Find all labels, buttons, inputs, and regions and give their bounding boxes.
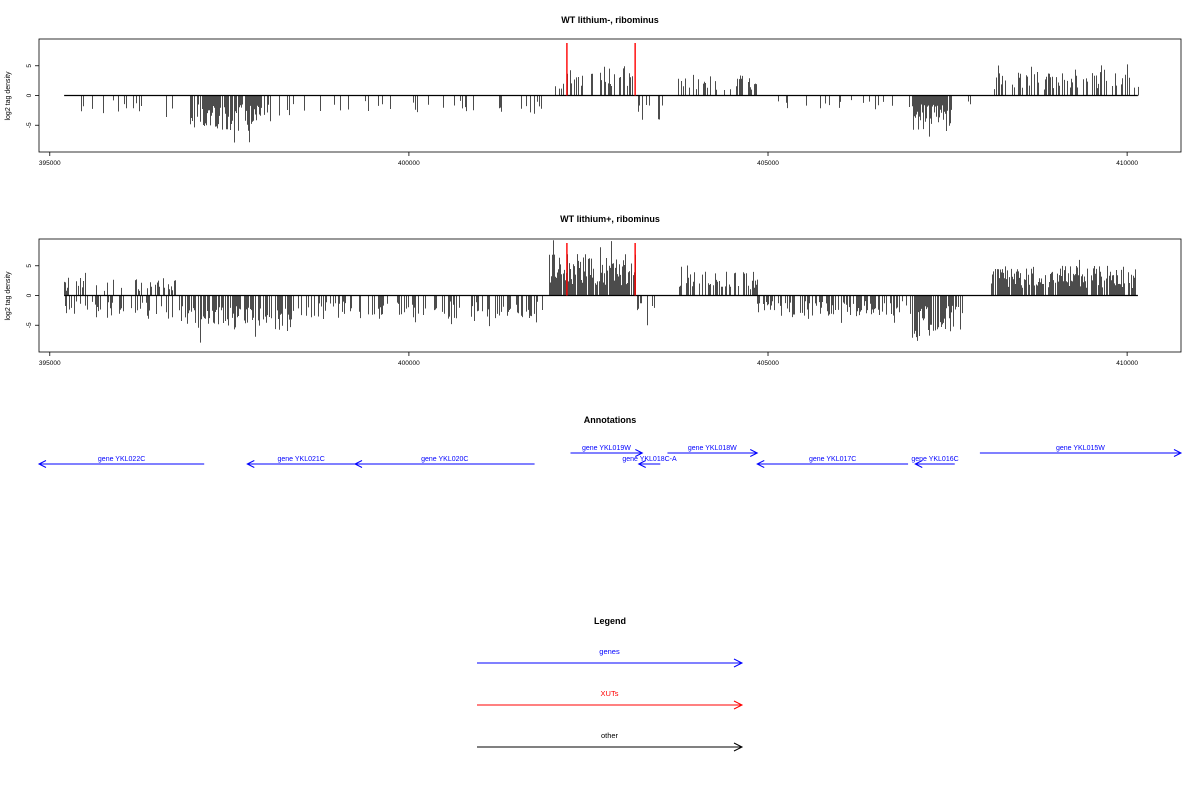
- legend-title: Legend: [594, 616, 626, 626]
- density-bars: [64, 240, 1138, 343]
- gene-arrow: gene YKL021C: [246, 456, 356, 468]
- x-tick-label: 395000: [39, 360, 61, 367]
- gene-label: gene YKL015W: [1056, 445, 1105, 452]
- x-tick-label: 400000: [398, 160, 420, 167]
- axis-ticks: 395000 400000 405000 410000 -5 0 5: [26, 264, 1138, 367]
- panel-lithium-plus: WT lithium+, ribominus log2 tag density …: [5, 214, 1182, 367]
- gene-arrow: gene YKL015W: [979, 445, 1183, 457]
- gene-arrows: gene YKL022C gene YKL021C gene YKL020C gene…: [37, 445, 1183, 468]
- panel-title: WT lithium-, ribominus: [561, 15, 659, 25]
- gene-label: gene YKL018C-A: [622, 456, 677, 463]
- gene-arrow: gene YKL022C: [37, 456, 205, 468]
- y-tick-label: 5: [26, 64, 33, 68]
- gene-arrow: gene YKL019W: [570, 445, 644, 457]
- x-tick-label: 400000: [398, 360, 420, 367]
- axis-ticks: 395000 400000 405000 410000 -5 0 5: [26, 64, 1138, 167]
- x-tick-label: 405000: [757, 160, 779, 167]
- x-tick-label: 410000: [1116, 160, 1138, 167]
- x-tick-label: 395000: [39, 160, 61, 167]
- gene-arrow: gene YKL017C: [756, 456, 909, 468]
- y-axis-label: log2 tag density: [5, 271, 12, 321]
- legend-item: XUTs: [477, 689, 744, 710]
- y-tick-label: 5: [26, 264, 33, 268]
- gene-label: gene YKL021C: [277, 456, 324, 463]
- y-tick-label: 0: [26, 93, 33, 97]
- gene-label: gene YKL020C: [421, 456, 468, 463]
- y-tick-label: 0: [26, 293, 33, 297]
- y-axis-label: log2 tag density: [5, 71, 12, 121]
- gene-arrow: gene YKL018C-A: [622, 456, 677, 468]
- annotations-track: Annotations gene YKL022C gene YKL021C gene…: [37, 415, 1183, 468]
- legend-label: genes: [599, 647, 620, 656]
- panel-title: WT lithium+, ribominus: [560, 214, 660, 224]
- gene-label: gene YKL016C: [911, 456, 958, 463]
- gene-label: gene YKL022C: [98, 456, 145, 463]
- density-bar-series: [81, 64, 1139, 143]
- gene-label: gene YKL018W: [688, 445, 737, 452]
- legend-item: other: [477, 731, 744, 752]
- gene-arrow: gene YKL018W: [667, 445, 759, 457]
- panel-lithium-minus: WT lithium-, ribominus log2 tag density …: [5, 15, 1182, 167]
- legend-label: XUTs: [601, 689, 619, 698]
- gene-label: gene YKL017C: [809, 456, 856, 463]
- legend: Legend genes XUTs other: [477, 616, 744, 752]
- y-tick-label: -5: [26, 322, 33, 328]
- annotations-title: Annotations: [584, 415, 637, 425]
- x-tick-label: 405000: [757, 360, 779, 367]
- y-tick-label: -5: [26, 122, 33, 128]
- gene-label: gene YKL019W: [582, 445, 631, 452]
- density-bar-series: [64, 240, 1136, 343]
- legend-items: genes XUTs other: [477, 647, 744, 752]
- legend-item: genes: [477, 647, 744, 668]
- legend-label: other: [601, 731, 619, 740]
- density-bars: [64, 43, 1139, 143]
- x-tick-label: 410000: [1116, 360, 1138, 367]
- gene-arrow: gene YKL020C: [353, 456, 535, 468]
- gene-arrow: gene YKL016C: [911, 456, 959, 468]
